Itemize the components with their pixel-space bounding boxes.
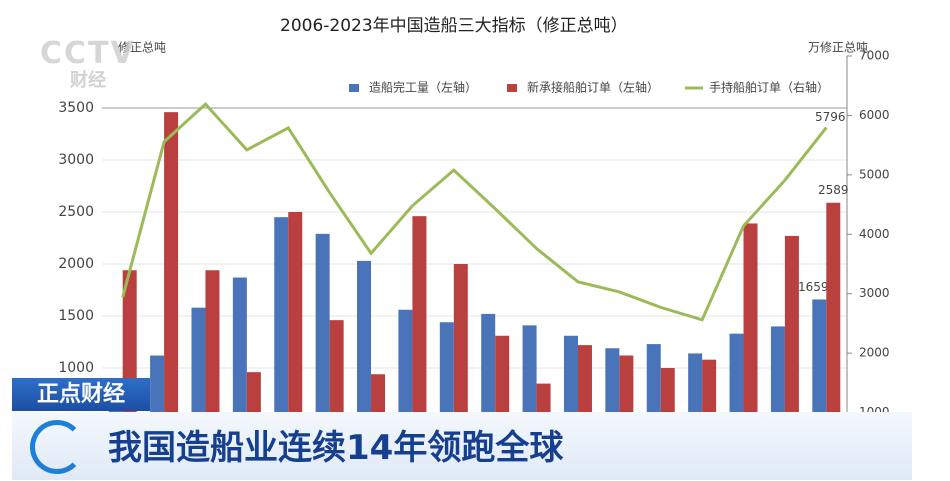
y2-axis-label: 万修正总吨 (808, 40, 868, 55)
y-tick-label: 3500 (58, 100, 94, 116)
y-tick-label: 3000 (58, 152, 94, 168)
legend-label: 手持船舶订单（右轴） (709, 80, 829, 95)
program-name: 正点财经 (12, 378, 150, 411)
bar (274, 217, 289, 472)
y-axis-label: 修正总吨 (118, 40, 166, 55)
headline: 我国造船业连续14年领跑全球 (108, 428, 564, 468)
chart-title: 2006-2023年中国造船三大指标（修正总吨） (280, 16, 628, 36)
y2-tick-label: 6000 (859, 108, 890, 122)
headline-bar (12, 412, 912, 480)
legend-label: 新承接船舶订单（左轴） (527, 80, 659, 95)
data-label: 2589 (818, 183, 849, 197)
bar (412, 216, 427, 472)
y2-tick-label: 4000 (859, 227, 890, 241)
channel-name: 财经 (70, 70, 106, 91)
legend-swatch (349, 84, 359, 92)
logo: CCTV (40, 36, 136, 71)
y-tick-label: 2000 (58, 256, 94, 272)
y-tick-label: 1000 (58, 360, 94, 376)
data-label: 5796 (815, 110, 846, 124)
bar (288, 212, 303, 472)
bar (164, 112, 179, 472)
y2-tick-label: 7000 (859, 49, 890, 63)
y2-tick-label: 2000 (859, 346, 890, 360)
y-tick-label: 1500 (58, 308, 94, 324)
bar (743, 223, 758, 472)
logo-icon (30, 420, 84, 474)
data-label: 1659 (798, 280, 829, 294)
y2-tick-label: 5000 (859, 167, 890, 181)
y2-tick-label: 3000 (859, 286, 890, 300)
y-tick-label: 2500 (58, 204, 94, 220)
legend-label: 造船完工量（左轴） (369, 80, 477, 95)
bar (826, 202, 841, 472)
legend-swatch (507, 84, 518, 92)
line (121, 102, 828, 322)
